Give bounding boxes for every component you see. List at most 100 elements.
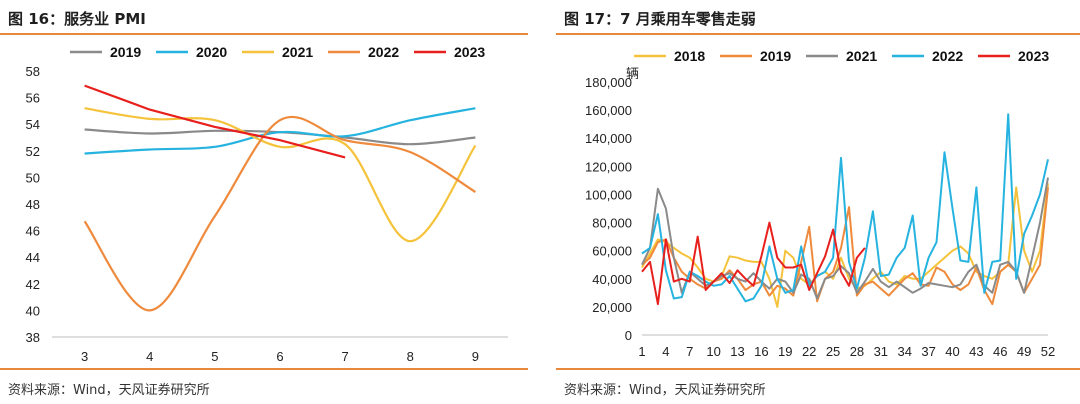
right-y-tick-label: 160,000 xyxy=(585,103,632,118)
right-y-tick-label: 80,000 xyxy=(592,216,632,231)
left-point-2022 xyxy=(213,215,216,218)
left-point-2023 xyxy=(344,156,347,159)
right-x-tick-label: 52 xyxy=(1041,344,1055,359)
right-legend-label-2021: 2021 xyxy=(846,48,877,64)
left-legend-label-2021: 2021 xyxy=(282,44,313,60)
left-point-2019 xyxy=(83,128,86,131)
right-series-line-2022 xyxy=(641,113,1049,303)
left-chart-title: 图 16：服务业 PMI xyxy=(8,10,146,28)
right-x-tick-label: 31 xyxy=(874,344,888,359)
left-y-tick-label: 44 xyxy=(26,250,40,265)
right-y-unit-label: 辆 xyxy=(626,66,639,81)
left-point-2020 xyxy=(279,131,282,134)
left-point-2020 xyxy=(474,107,477,110)
left-point-2022 xyxy=(474,191,477,194)
left-point-2022 xyxy=(344,139,347,142)
right-chart-title: 图 17：7 月乘用车零售走弱 xyxy=(564,10,756,28)
right-y-tick-label: 0 xyxy=(625,328,632,343)
left-point-2021 xyxy=(83,107,86,110)
left-legend-label-2020: 2020 xyxy=(196,44,227,60)
left-series-line-2020 xyxy=(84,107,476,155)
right-x-tick-label: 1 xyxy=(638,344,645,359)
left-y-tick-label: 50 xyxy=(26,170,40,185)
left-x-tick-label: 5 xyxy=(211,349,218,364)
right-y-tick-label: 40,000 xyxy=(592,272,632,287)
left-point-2019 xyxy=(409,143,412,146)
left-y-tick-label: 52 xyxy=(26,144,40,159)
left-point-2020 xyxy=(83,152,86,155)
right-legend-label-2023: 2023 xyxy=(1018,48,1049,64)
right-y-tick-label: 140,000 xyxy=(585,131,632,146)
left-point-2019 xyxy=(148,132,151,135)
right-legend-label-2022: 2022 xyxy=(932,48,963,64)
left-x-tick-label: 6 xyxy=(276,349,283,364)
left-y-tick-label: 40 xyxy=(26,303,40,318)
left-point-2019 xyxy=(213,129,216,132)
right-y-tick-label: 20,000 xyxy=(592,300,632,315)
right-bottom-rule xyxy=(556,368,1080,370)
left-point-2020 xyxy=(344,135,347,138)
left-point-2021 xyxy=(279,145,282,148)
left-series-line-2022 xyxy=(83,115,476,312)
left-point-2021 xyxy=(344,143,347,146)
right-legend-label-2019: 2019 xyxy=(760,48,791,64)
left-legend-label-2022: 2022 xyxy=(368,44,399,60)
right-y-tick-label: 60,000 xyxy=(592,244,632,259)
left-point-2019 xyxy=(474,136,477,139)
right-y-tick-label: 100,000 xyxy=(585,187,632,202)
right-x-tick-label: 4 xyxy=(662,344,669,359)
right-x-tick-label: 46 xyxy=(993,344,1007,359)
right-y-tick-label: 180,000 xyxy=(585,75,632,90)
right-series-line-2023 xyxy=(641,221,866,306)
left-point-2021 xyxy=(148,117,151,120)
left-chart: 2019 2020 2021 2022 202338404244464850525456… xyxy=(26,44,508,364)
left-y-tick-label: 58 xyxy=(26,64,40,79)
left-bottom-rule xyxy=(0,368,528,370)
left-x-tick-label: 4 xyxy=(146,349,153,364)
right-panel: 图 17：7 月乘用车零售走弱 2018 2019 2021 2022 2023 辆 0 20… xyxy=(556,0,1080,404)
right-x-tick-label: 34 xyxy=(897,344,911,359)
left-point-2022 xyxy=(83,220,86,223)
left-y-tick-label: 54 xyxy=(26,117,40,132)
left-point-2021 xyxy=(409,240,412,243)
left-point-2020 xyxy=(409,119,412,122)
right-x-tick-label: 10 xyxy=(706,344,720,359)
left-x-tick-label: 8 xyxy=(407,349,414,364)
left-point-2023 xyxy=(83,84,86,87)
left-point-2021 xyxy=(474,144,477,147)
right-x-tick-label: 22 xyxy=(802,344,816,359)
left-point-2020 xyxy=(148,148,151,151)
left-series-line-2023 xyxy=(84,84,346,159)
left-x-tick-label: 7 xyxy=(342,349,349,364)
left-y-tick-label: 42 xyxy=(26,277,40,292)
left-y-tick-label: 38 xyxy=(26,330,40,345)
left-point-2023 xyxy=(213,125,216,128)
right-x-tick-label: 43 xyxy=(969,344,983,359)
left-series-line-2021 xyxy=(84,107,477,243)
left-point-2022 xyxy=(279,119,282,122)
right-x-tick-label: 16 xyxy=(754,344,768,359)
left-legend-label-2019: 2019 xyxy=(110,44,141,60)
left-source: 资料来源：Wind，天风证券研究所 xyxy=(8,383,210,398)
left-y-tick-label: 56 xyxy=(26,91,40,106)
left-point-2020 xyxy=(213,145,216,148)
left-x-tick-label: 3 xyxy=(81,349,88,364)
left-y-tick-label: 46 xyxy=(26,224,40,239)
right-x-tick-label: 49 xyxy=(1017,344,1031,359)
left-point-2021 xyxy=(213,119,216,122)
left-x-tick-label: 9 xyxy=(472,349,479,364)
right-chart: 2018 2019 2021 2022 2023 辆 0 20,000 40,000 60,000… xyxy=(585,48,1055,359)
right-x-tick-label: 25 xyxy=(826,344,840,359)
left-panel: 图 16：服务业 PMI 2019 2020 2021 2022 2023 38 40 42 4… xyxy=(0,0,528,404)
right-title-rule xyxy=(556,33,1080,35)
right-y-tick-label: 120,000 xyxy=(585,159,632,174)
right-x-tick-label: 37 xyxy=(921,344,935,359)
right-x-tick-label: 7 xyxy=(686,344,693,359)
right-source: 资料来源：Wind，天风证券研究所 xyxy=(564,383,766,398)
right-x-tick-label: 19 xyxy=(778,344,792,359)
left-point-2022 xyxy=(409,151,412,154)
right-x-tick-label: 28 xyxy=(850,344,864,359)
left-point-2022 xyxy=(148,309,151,312)
left-title-rule xyxy=(0,33,528,35)
left-legend-label-2023: 2023 xyxy=(454,44,485,60)
